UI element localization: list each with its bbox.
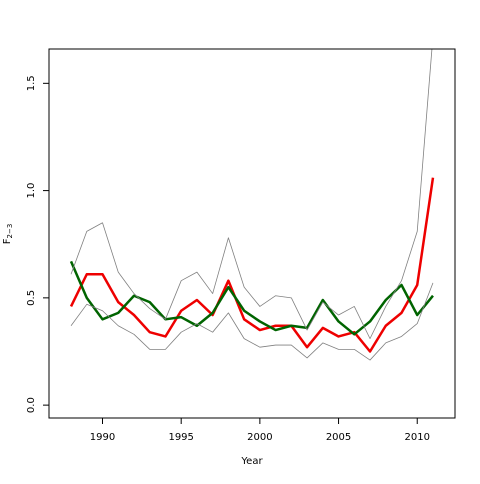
x-axis-label: Year: [240, 456, 263, 467]
x-axis: 1990 1995 2000 2005 2010: [90, 418, 430, 443]
y-axis-label-main: F: [2, 238, 13, 244]
y-tick-label: 1.5: [26, 75, 37, 91]
series-line-4: [70, 282, 434, 361]
plot-frame: [48, 48, 456, 419]
series-line-2: [69, 260, 434, 336]
series-layer: [69, 49, 435, 361]
y-tick-label: 1.0: [26, 183, 37, 199]
y-tick-label: 0.0: [26, 397, 37, 413]
series-line-3: [70, 49, 433, 340]
y-axis: 0.0 0.5 1.0 1.5: [26, 75, 49, 413]
x-tick-label: 2010: [405, 432, 430, 443]
x-tick-label: 1990: [90, 432, 115, 443]
x-tick-label: 1995: [168, 432, 193, 443]
y-axis-label-subscript: 2−3: [6, 224, 14, 239]
y-axis-label: F2−3: [2, 224, 14, 245]
y-tick-label: 0.5: [26, 290, 37, 306]
x-tick-label: 2000: [247, 432, 272, 443]
x-tick-label: 2005: [326, 432, 351, 443]
series-line-1: [69, 177, 435, 353]
